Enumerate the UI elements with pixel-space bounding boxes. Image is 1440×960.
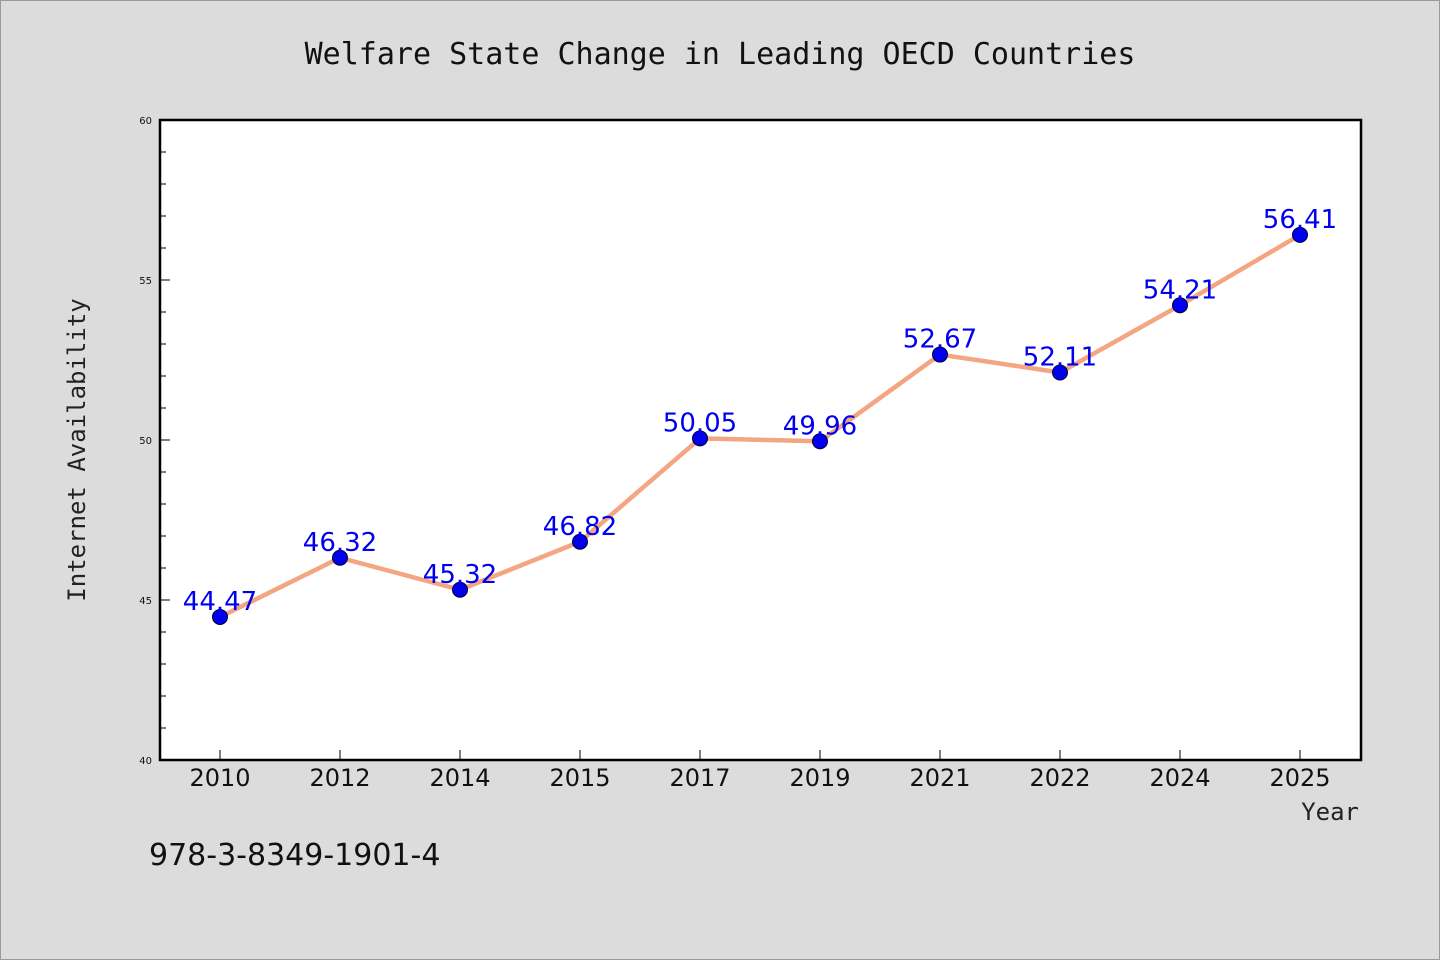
y-tick-label: 55 <box>139 276 152 287</box>
data-markers <box>212 226 1308 625</box>
data-point <box>932 346 948 363</box>
x-axis-label: Year <box>1301 798 1359 826</box>
y-tick-label: 40 <box>139 756 152 767</box>
data-point <box>1052 364 1068 381</box>
x-tick-label: 2014 <box>429 764 490 792</box>
chart-title: Welfare State Change in Leading OECD Cou… <box>305 37 1136 72</box>
x-tick-label: 2010 <box>189 764 250 792</box>
data-label: 56.41 <box>1263 205 1337 235</box>
y-tick-label: 45 <box>139 596 152 607</box>
y-axis-label: Internet Availability <box>63 298 91 601</box>
x-tick-label: 2015 <box>549 764 610 792</box>
series-line <box>217 232 1303 620</box>
data-point <box>572 533 588 550</box>
x-tick-label: 2022 <box>1029 764 1090 792</box>
data-point <box>1292 226 1308 243</box>
data-label: 49.96 <box>783 411 857 441</box>
x-tick-label: 2024 <box>1149 764 1210 792</box>
y-tick-label: 50 <box>139 436 152 447</box>
x-tick-label: 2019 <box>789 764 850 792</box>
y-axis: 40 45 50 55 60 <box>139 116 170 767</box>
data-labels: 44.47 46.32 45.32 46.82 50.05 49.96 52.67 52.11… <box>183 205 1337 617</box>
x-axis: 2010 2012 2014 2015 2017 2019 2021 2022 2024 2025 <box>189 750 1331 792</box>
x-tick-label: 2021 <box>909 764 970 792</box>
data-point <box>212 608 228 625</box>
x-tick-label: 2012 <box>309 764 370 792</box>
y-tick-label: 60 <box>139 116 152 127</box>
data-point <box>1172 297 1188 314</box>
data-point <box>332 549 348 566</box>
isbn-footer: 978-3-8349-1901-4 <box>149 838 440 873</box>
data-point <box>452 581 468 598</box>
data-label: 46.82 <box>543 512 617 542</box>
data-label: 54.21 <box>1143 275 1217 305</box>
data-label: 52.11 <box>1023 342 1097 372</box>
series-polyline <box>217 232 1303 620</box>
x-tick-label: 2017 <box>669 764 730 792</box>
data-label: 44.47 <box>183 587 257 617</box>
data-point <box>812 433 828 450</box>
data-label: 45.32 <box>423 560 497 590</box>
data-label: 50.05 <box>663 408 737 438</box>
data-label: 46.32 <box>303 528 377 558</box>
x-tick-label: 2025 <box>1269 764 1330 792</box>
data-point <box>692 430 708 447</box>
data-label: 52.67 <box>903 325 977 355</box>
